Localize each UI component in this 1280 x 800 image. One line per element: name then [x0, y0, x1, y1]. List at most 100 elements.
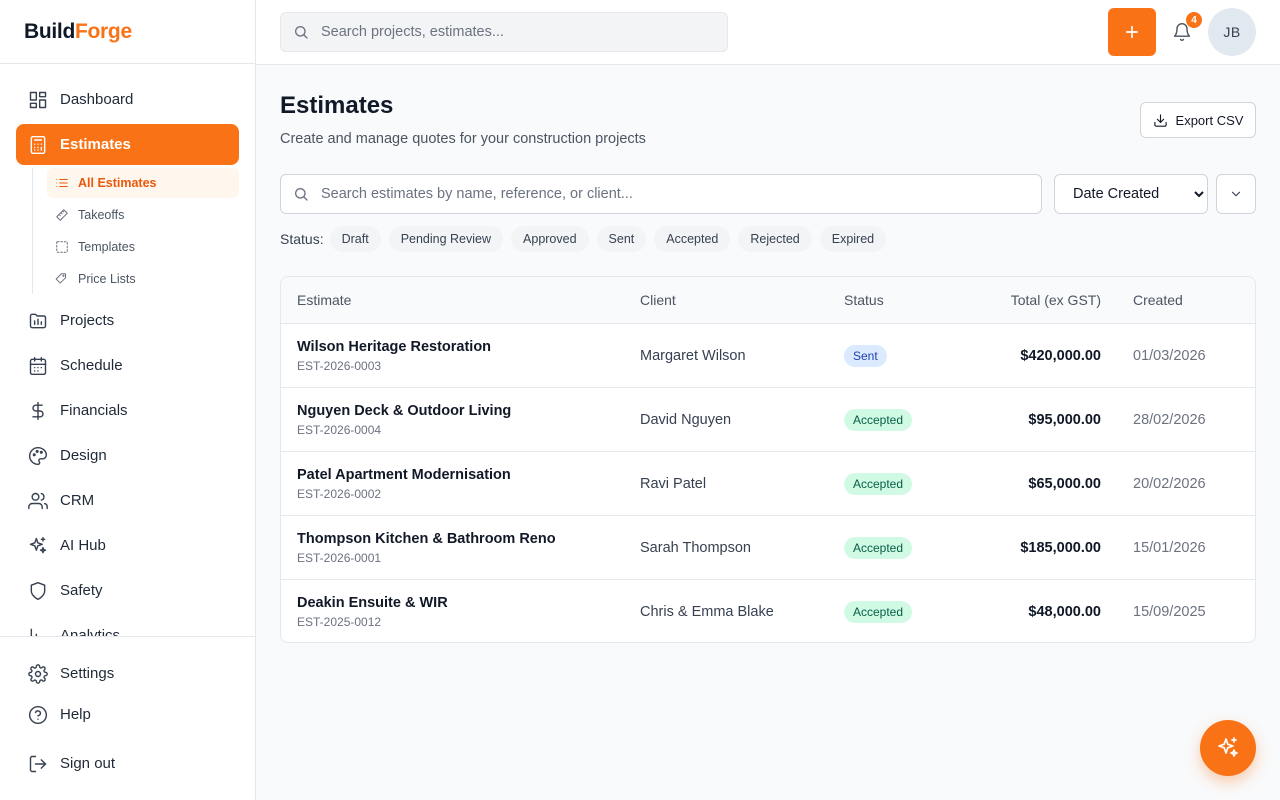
column-header-client[interactable]: Client: [640, 292, 676, 308]
download-icon: [1153, 113, 1167, 127]
sidebar-item-crm[interactable]: CRM: [16, 480, 239, 521]
client-name: Sarah Thompson: [640, 540, 751, 556]
column-header-created[interactable]: Created: [1133, 292, 1183, 308]
sidebar-item-label: Help: [60, 706, 91, 723]
ai-assistant-button[interactable]: [1200, 720, 1256, 776]
subnav-item-label: Takeoffs: [78, 208, 125, 222]
sidebar-item-dashboard[interactable]: Dashboard: [16, 79, 239, 120]
ruler-icon: [56, 209, 68, 221]
export-csv-button[interactable]: Export CSV: [1140, 102, 1256, 138]
global-search-input[interactable]: [321, 24, 721, 40]
status-chip-accepted[interactable]: Accepted: [654, 226, 731, 252]
sidebar-item-design[interactable]: Design: [16, 435, 239, 476]
sidebar-item-settings[interactable]: Settings: [16, 653, 239, 694]
sidebar-item-help[interactable]: Help: [16, 694, 239, 735]
status-filter-row: Status: Draft Pending Review Approved Se…: [280, 226, 894, 252]
notifications-button[interactable]: [1166, 16, 1198, 48]
sidebar-item-ai-hub[interactable]: AI Hub: [16, 525, 239, 566]
estimates-subnav: All Estimates Takeoffs Templates Price L…: [32, 168, 239, 294]
estimate-reference: EST-2025-0012: [297, 615, 382, 629]
sidebar-item-analytics[interactable]: Analytics: [16, 615, 239, 636]
table-header: Estimate Client Status Total (ex GST) Cr…: [281, 277, 1255, 324]
create-new-button[interactable]: [1108, 8, 1156, 56]
chevron-down-icon: [1231, 191, 1241, 197]
column-header-estimate[interactable]: Estimate: [297, 292, 352, 308]
sidebar-item-safety[interactable]: Safety: [16, 570, 239, 611]
estimate-total: $185,000.00: [1020, 540, 1101, 556]
brand-logo[interactable]: Build Forge: [0, 0, 255, 64]
search-icon: [295, 26, 308, 39]
estimate-name: Deakin Ensuite & WIR: [297, 595, 448, 611]
search-icon: [295, 188, 308, 201]
status-filter-label: Status:: [280, 231, 324, 247]
main-nav: Dashboard Estimates All Estimates Takeof…: [16, 79, 239, 636]
sidebar-item-label: Projects: [60, 312, 115, 329]
palette-icon: [28, 446, 48, 466]
created-date: 20/02/2026: [1133, 476, 1206, 492]
subnav-item-price-lists[interactable]: Price Lists: [47, 264, 239, 294]
estimate-reference: EST-2026-0003: [297, 359, 382, 373]
status-chip-pending-review[interactable]: Pending Review: [388, 226, 504, 252]
sidebar-item-schedule[interactable]: Schedule: [16, 345, 239, 386]
status-chip-approved[interactable]: Approved: [511, 226, 589, 252]
sidebar-item-projects[interactable]: Projects: [16, 300, 239, 341]
created-date: 15/01/2026: [1133, 540, 1206, 556]
table-row[interactable]: Patel Apartment Modernisation EST-2026-0…: [281, 452, 1255, 516]
sidebar-item-label: Settings: [60, 665, 115, 682]
status-badge: Sent: [844, 345, 887, 367]
table-row[interactable]: Thompson Kitchen & Bathroom Reno EST-202…: [281, 516, 1255, 580]
status-badge: Accepted: [844, 601, 913, 623]
sidebar-item-label: Schedule: [60, 357, 123, 374]
sparkles-icon: [28, 536, 48, 556]
dashboard-icon: [28, 90, 48, 110]
status-chip-sent[interactable]: Sent: [596, 226, 647, 252]
created-date: 01/03/2026: [1133, 348, 1206, 364]
estimate-reference: EST-2026-0004: [297, 423, 382, 437]
global-search: [280, 12, 728, 52]
sidebar-item-label: AI Hub: [60, 537, 106, 554]
status-chip-draft[interactable]: Draft: [329, 226, 381, 252]
calendar-icon: [28, 356, 48, 376]
sidebar-item-label: Sign out: [60, 755, 116, 772]
client-name: Chris & Emma Blake: [640, 604, 774, 620]
user-avatar[interactable]: JB: [1208, 8, 1256, 56]
sidebar-item-label: Analytics: [60, 627, 121, 636]
sidebar: Build Forge Dashboard Estimates All Estim…: [0, 0, 256, 800]
estimate-reference: EST-2026-0002: [297, 487, 382, 501]
status-chip-rejected[interactable]: Rejected: [738, 226, 812, 252]
table-row[interactable]: Wilson Heritage Restoration EST-2026-000…: [281, 324, 1255, 388]
estimate-search-input[interactable]: [321, 186, 1021, 202]
brand-name-part2: Forge: [75, 19, 132, 43]
dollar-icon: [28, 401, 48, 421]
table-row[interactable]: Nguyen Deck & Outdoor Living EST-2026-00…: [281, 388, 1255, 452]
sidebar-item-label: Estimates: [60, 136, 131, 153]
estimate-total: $48,000.00: [1028, 604, 1101, 620]
sidebar-item-sign-out[interactable]: Sign out: [16, 743, 239, 784]
column-header-status[interactable]: Status: [844, 292, 884, 308]
column-header-total[interactable]: Total (ex GST): [1010, 292, 1101, 308]
sidebar-item-label: Financials: [60, 402, 128, 419]
subnav-item-takeoffs[interactable]: Takeoffs: [47, 200, 239, 230]
page-title: Estimates: [280, 92, 394, 119]
sidebar-item-estimates[interactable]: Estimates: [16, 124, 239, 165]
sidebar-bottom: Settings Help Sign out: [0, 636, 255, 784]
sort-by-select[interactable]: Date Created: [1054, 174, 1208, 214]
sidebar-item-financials[interactable]: Financials: [16, 390, 239, 431]
sort-direction-button[interactable]: [1216, 174, 1256, 214]
table-row[interactable]: Deakin Ensuite & WIR EST-2025-0012 Chris…: [281, 580, 1255, 642]
topbar: 4 JB: [256, 0, 1280, 65]
plus-icon: [1125, 25, 1139, 39]
subnav-item-templates[interactable]: Templates: [47, 232, 239, 262]
shield-icon: [28, 581, 48, 601]
estimate-name: Thompson Kitchen & Bathroom Reno: [297, 531, 556, 547]
calculator-icon: [28, 135, 48, 155]
page-subtitle: Create and manage quotes for your constr…: [280, 131, 646, 147]
help-circle-icon: [28, 705, 48, 725]
users-icon: [28, 491, 48, 511]
estimate-name: Wilson Heritage Restoration: [297, 339, 492, 355]
status-badge: Accepted: [844, 473, 913, 495]
subnav-item-label: Price Lists: [78, 272, 136, 286]
created-date: 28/02/2026: [1133, 412, 1206, 428]
status-chip-expired[interactable]: Expired: [819, 226, 887, 252]
subnav-item-all-estimates[interactable]: All Estimates: [47, 168, 239, 198]
